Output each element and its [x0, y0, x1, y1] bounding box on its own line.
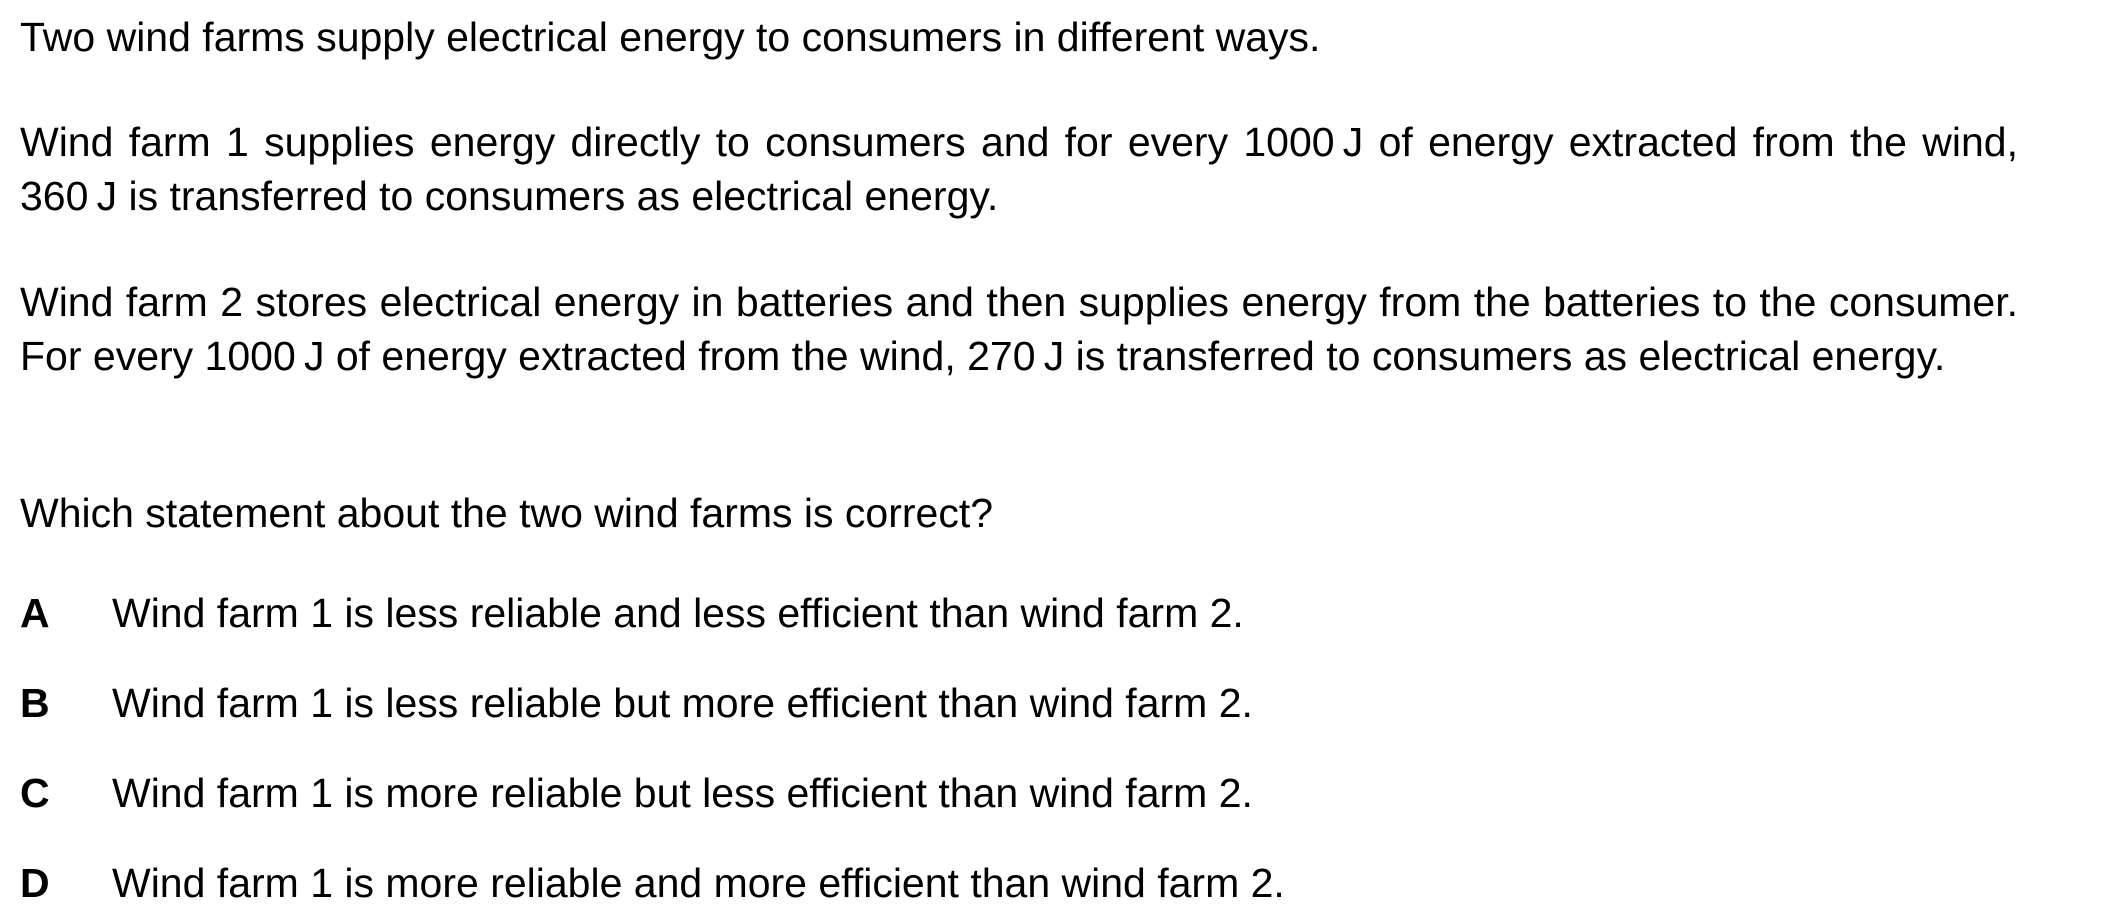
option-letter: A: [20, 590, 50, 636]
option-text: Wind farm 1 is less reliable and less ef…: [112, 590, 1244, 636]
question-prompt: Which statement about the two wind farms…: [20, 490, 994, 536]
option-text: Wind farm 1 is more reliable and more ef…: [112, 860, 1285, 906]
option-letter: B: [20, 680, 50, 726]
wind-farm-2-description: Wind farm 2 stores electrical energy in …: [20, 279, 2018, 379]
option-text: Wind farm 1 is less reliable but more ef…: [112, 680, 1253, 726]
option-text: Wind farm 1 is more reliable but less ef…: [112, 770, 1253, 816]
question-intro: Two wind farms supply electrical energy …: [20, 14, 1321, 60]
wind-farm-1-description: Wind farm 1 supplies energy directly to …: [20, 119, 2018, 219]
option-letter: D: [20, 860, 50, 906]
option-letter: C: [20, 770, 50, 816]
